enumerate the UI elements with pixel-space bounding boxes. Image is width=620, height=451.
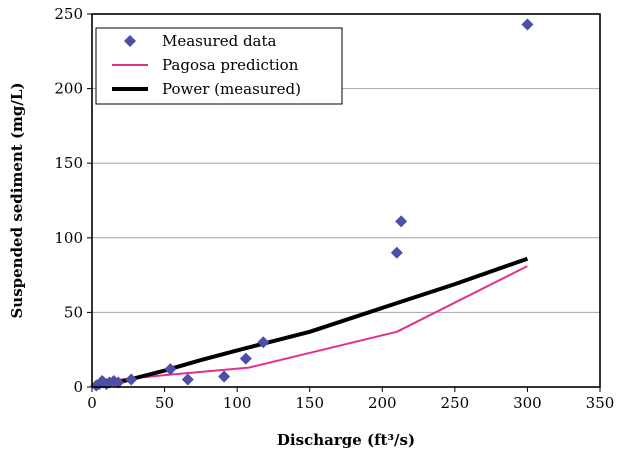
series-lines — [96, 256, 529, 389]
data-point-9 — [164, 363, 177, 376]
x-tick-label-6: 300 — [513, 394, 542, 412]
y-tick-label-4: 200 — [54, 80, 83, 98]
y-tick-label-3: 150 — [54, 154, 83, 172]
plot-area-border — [91, 13, 601, 388]
x-tick-label-1: 50 — [155, 394, 174, 412]
y-axis-title: Suspended sediment (mg/L) — [8, 82, 26, 318]
x-tick-label-2: 100 — [223, 394, 252, 412]
gridlines — [92, 88, 600, 313]
data-point-8 — [125, 373, 138, 386]
y-tick-label-1: 50 — [64, 303, 83, 321]
legend-label-2: Power (measured) — [162, 80, 301, 98]
data-point-12 — [239, 352, 252, 365]
x-tick-label-5: 250 — [441, 394, 470, 412]
data-point-14 — [390, 246, 403, 259]
legend-label-1: Pagosa prediction — [162, 56, 299, 74]
data-point-7 — [112, 376, 125, 389]
series-line-2 — [96, 256, 529, 389]
x-axis-title: Discharge (ft³/s) — [277, 431, 415, 449]
tick-labels: 0 50 100 150 200 250 300 350 0 50 100 150 200 250 — [54, 5, 614, 412]
series-line-1 — [99, 265, 528, 385]
x-tick-label-4: 200 — [368, 394, 397, 412]
axis-ticks — [87, 13, 601, 392]
x-tick-label-7: 350 — [586, 394, 615, 412]
legend-label-0: Measured data — [162, 32, 277, 50]
x-tick-label-0: 0 — [87, 394, 97, 412]
data-point-13 — [257, 336, 270, 349]
x-tick-label-3: 150 — [295, 394, 324, 412]
y-tick-label-2: 100 — [54, 229, 83, 247]
legend: Measured data Pagosa prediction Power (mea… — [95, 27, 343, 105]
data-point-16 — [521, 18, 534, 31]
data-points — [90, 18, 534, 392]
data-point-10 — [181, 373, 194, 386]
legend-swatch-0 — [124, 35, 136, 47]
y-tick-label-0: 0 — [73, 378, 83, 396]
y-tick-label-5: 250 — [54, 5, 83, 23]
data-point-15 — [395, 215, 408, 228]
data-point-11 — [218, 370, 231, 383]
